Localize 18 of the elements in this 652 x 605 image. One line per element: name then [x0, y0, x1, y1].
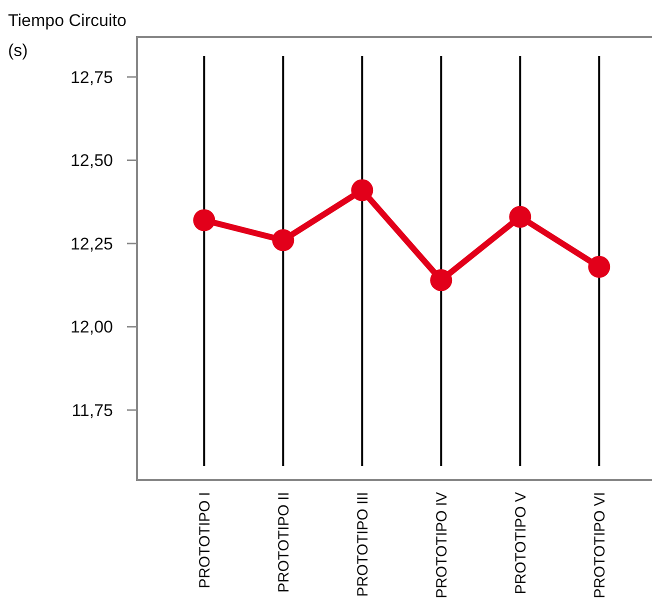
point: [430, 269, 452, 292]
point: [351, 179, 374, 202]
y-tick-label: 12,00: [70, 318, 113, 337]
x-tick-label: PROTOTIPO V: [512, 492, 530, 594]
y-tick-label: 12,25: [70, 234, 113, 254]
point: [509, 206, 532, 228]
y-tick-label: 11,75: [72, 401, 113, 420]
x-tick-label: PROTOTIPO I: [196, 492, 214, 588]
y-tick-label: 12,50: [70, 151, 113, 170]
x-tick-label: PROTOTIPO VI: [591, 492, 608, 598]
point: [588, 256, 610, 278]
point: [272, 229, 294, 252]
x-tick-label: PROTOTIPO IV: [433, 492, 450, 598]
point: [193, 209, 216, 232]
x-tick-label: PROTOTIPO II: [275, 492, 292, 593]
y-axis-title: Tiempo Circuito (s): [8, 11, 126, 60]
x-tick-label: PROTOTIPO III: [354, 492, 372, 597]
y-tick-label: 12,75: [70, 68, 113, 87]
